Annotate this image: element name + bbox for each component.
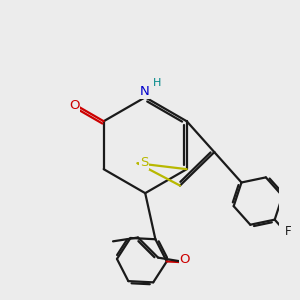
Text: O: O — [69, 99, 80, 112]
Text: F: F — [285, 225, 291, 238]
Text: O: O — [180, 253, 190, 266]
Text: S: S — [140, 156, 148, 169]
Text: H: H — [153, 78, 161, 88]
Text: N: N — [140, 85, 149, 98]
